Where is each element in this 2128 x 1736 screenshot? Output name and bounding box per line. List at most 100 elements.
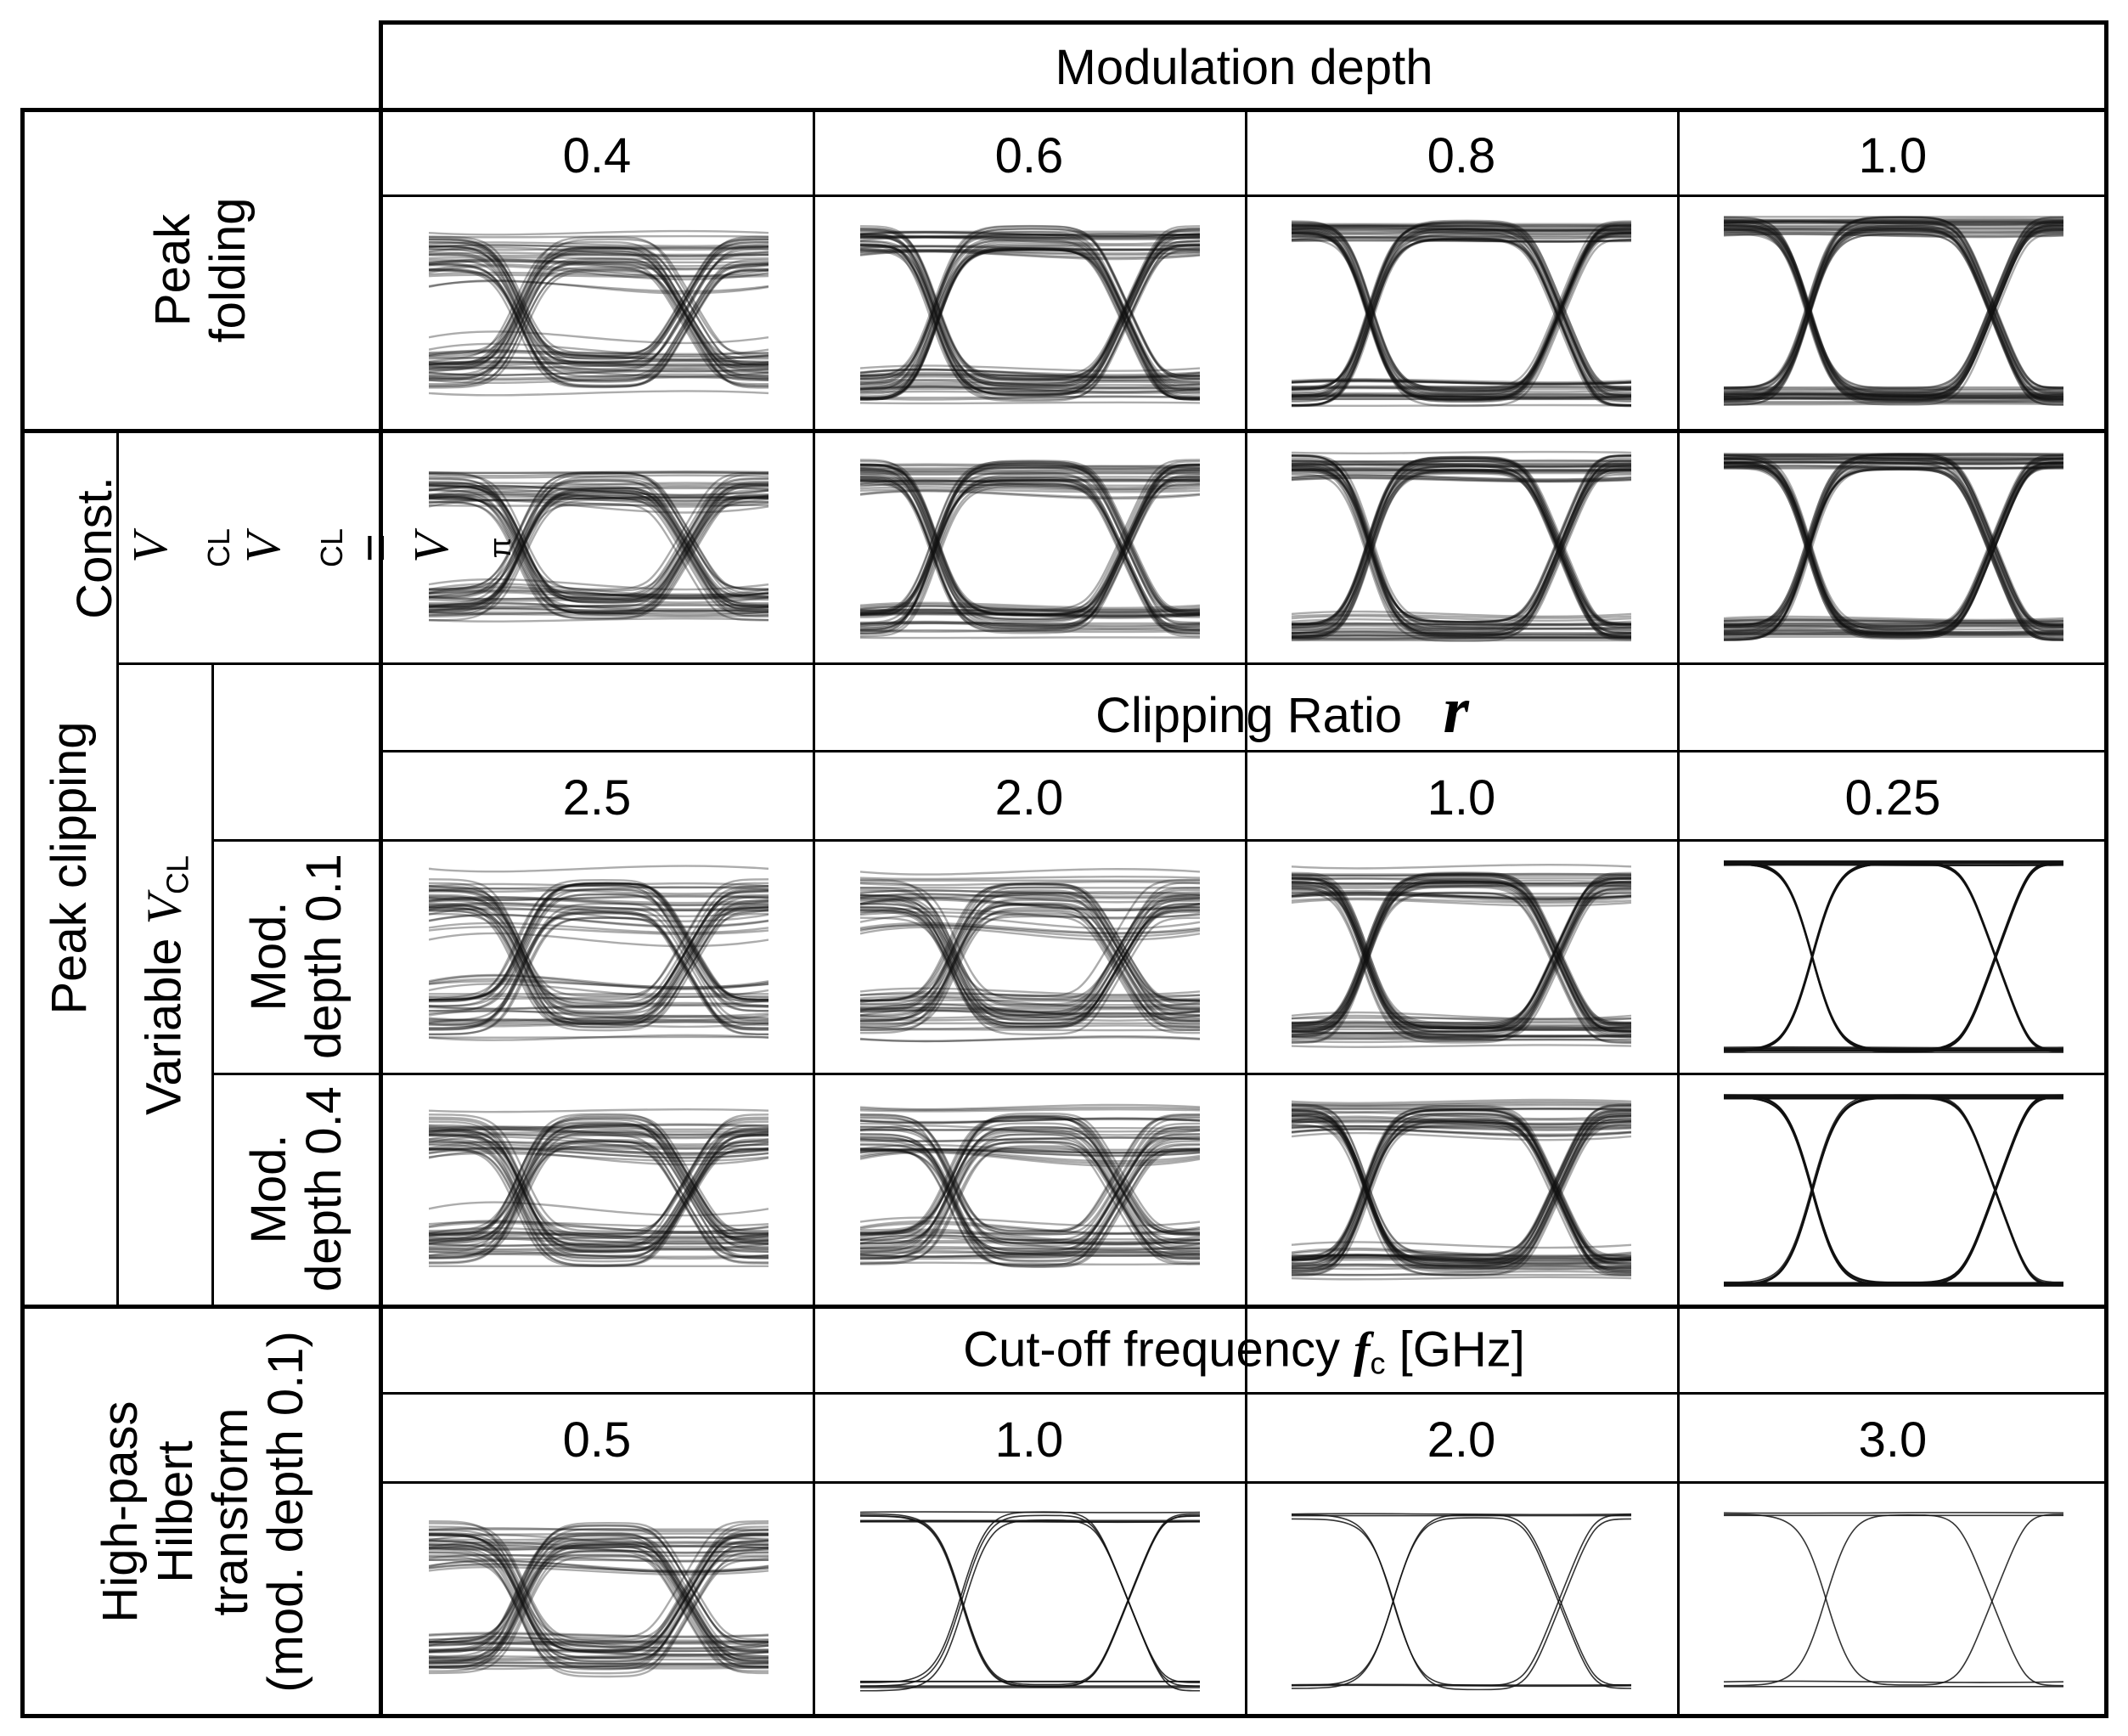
eye-trace [429, 273, 768, 279]
eye-trace [429, 612, 768, 618]
eye-trace [1292, 1119, 1631, 1272]
eye-trace [1292, 874, 1631, 1027]
eye-trace [429, 1529, 768, 1649]
eye-trace [429, 484, 768, 497]
eye-trace [1292, 1118, 1631, 1271]
rule-left [20, 108, 25, 1718]
eye-trace [860, 1136, 1200, 1254]
clipping-ratio-text: Clipping Ratio [1095, 688, 1403, 743]
eye-trace [860, 1141, 1200, 1260]
eye-trace [429, 390, 768, 397]
eye-trace [1292, 468, 1631, 473]
eye-trace [429, 493, 768, 504]
eye-trace [429, 893, 768, 1012]
eye-trace [860, 246, 1200, 399]
eye-trace [429, 483, 768, 603]
eye-trace [429, 895, 768, 1014]
eye-trace [1292, 877, 1631, 1030]
eye-trace [1292, 892, 1631, 900]
eye-trace [860, 242, 1200, 395]
eye-trace [1292, 1112, 1631, 1265]
eye-trace [429, 245, 768, 364]
eye-trace [1292, 1025, 1631, 1029]
eye-hp-1 [429, 1520, 768, 1678]
eye-trace [860, 1511, 1200, 1683]
eye-trace [860, 482, 1200, 634]
eye-trace [1292, 379, 1631, 386]
eye-trace [1724, 217, 2063, 222]
eye-trace [860, 1128, 1200, 1248]
eye-trace [429, 1237, 768, 1250]
eye-trace [1292, 233, 1631, 402]
eye-trace [1292, 1110, 1631, 1263]
vcl-sub: CL [201, 528, 237, 567]
eye-trace [860, 887, 1200, 1006]
eye-trace [860, 464, 1200, 616]
eye-trace [860, 1148, 1200, 1153]
eye-trace [1724, 223, 2063, 228]
eye-trace [1292, 469, 1631, 473]
eye-traces [860, 1103, 1200, 1268]
eye-trace [1292, 1253, 1631, 1263]
eye-trace [860, 883, 1200, 1003]
rule-variable-column [211, 663, 214, 1306]
eye-trace [1292, 1255, 1631, 1265]
eye-trace [429, 250, 768, 369]
eye-trace [860, 1515, 1200, 1688]
eye-trace [860, 1106, 1200, 1112]
eye-trace [860, 926, 1200, 941]
eye-trace [1724, 225, 2063, 398]
eye-trace [1724, 1096, 2063, 1286]
eye-trace [1292, 1120, 1631, 1273]
eye-trace [429, 1253, 768, 1258]
rule-peak-clipping-bottom [20, 1305, 2108, 1309]
eye-trace [1292, 474, 1631, 481]
eye-trace [860, 477, 1200, 630]
eye-trace [1292, 238, 1631, 408]
eye-trace [1724, 228, 2063, 402]
eye-trace [429, 608, 768, 612]
eye-trace [1724, 460, 2063, 634]
eye-trace [860, 238, 1200, 391]
eye-trace [1292, 1023, 1631, 1028]
eye-trace [429, 1533, 768, 1652]
eye-trace [429, 1551, 768, 1670]
eye-trace [429, 359, 768, 369]
eye-trace [1292, 871, 1631, 1023]
eye-trace [860, 1514, 1200, 1687]
eye-trace [1292, 1034, 1631, 1040]
eye-trace [860, 368, 1200, 379]
eye-trace [429, 1632, 768, 1638]
eye-trace [860, 628, 1200, 633]
eye-trace [429, 1129, 768, 1248]
eye-trace [429, 279, 768, 295]
eye-trace [860, 1115, 1200, 1235]
eye-trace [429, 491, 768, 502]
eye-trace [1724, 863, 2063, 1052]
eye-trace [860, 1249, 1200, 1257]
eye-trace [1724, 228, 2063, 402]
eye-trace [429, 888, 768, 1007]
eye-trace [860, 482, 1200, 635]
eye-trace [1724, 223, 2063, 397]
eye-trace [429, 1128, 768, 1136]
eye-trace [1724, 220, 2063, 394]
eye-trace [1724, 220, 2063, 226]
eye-trace [429, 1555, 768, 1675]
eye-trace [860, 1137, 1200, 1256]
eye-trace [429, 496, 768, 616]
eye-trace [860, 603, 1200, 612]
eye-trace [1724, 862, 2063, 1051]
eye-trace [860, 231, 1200, 238]
eye-trace [1292, 884, 1631, 1037]
eye-trace [860, 1133, 1200, 1253]
eye-trace [429, 482, 768, 600]
eye-trace [1292, 875, 1631, 1028]
eye-trace [860, 479, 1200, 489]
eye-trace [860, 250, 1200, 259]
eye-trace [1292, 1032, 1631, 1037]
eye-trace [1292, 1124, 1631, 1277]
eye-trace [860, 1010, 1200, 1015]
eye-trace [1724, 454, 2063, 628]
eye-trace [1724, 861, 2063, 1051]
